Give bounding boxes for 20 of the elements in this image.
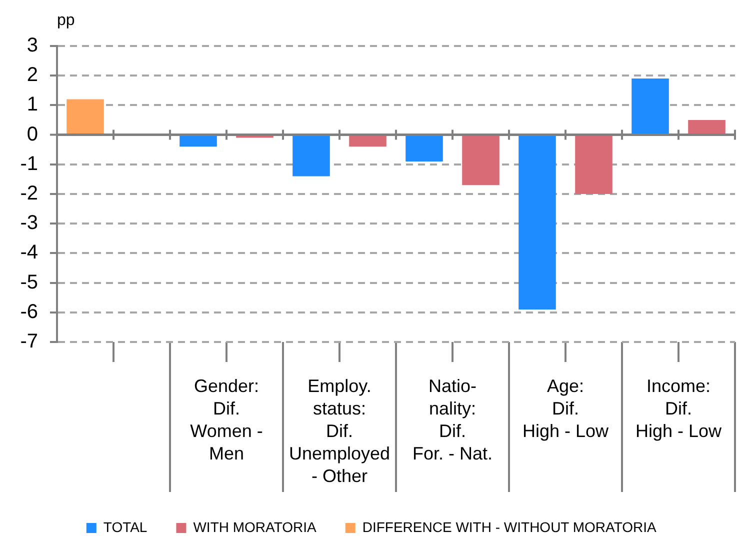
x-tick-label: Gender: Dif. Women - Men	[190, 376, 263, 464]
legend-label: DIFFERENCE WITH - WITHOUT MORATORIA	[362, 518, 658, 535]
x-tick-label: Age: Dif. High - Low	[522, 376, 610, 442]
y-tick-label: -3	[20, 212, 38, 234]
y-tick-label: -6	[20, 300, 38, 323]
legend-label: TOTAL	[103, 518, 148, 535]
x-tick-label: Natio- nality: Dif. For. - Nat.	[412, 376, 493, 464]
y-tick-label: -5	[20, 271, 38, 294]
x-tick-label: Employ. status: Dif. Unemployed - Other	[288, 376, 390, 486]
y-tick-label: 1	[26, 94, 38, 116]
y-tick-label: 3	[26, 34, 38, 57]
x-tick-label: Income: Dif. High - Low	[635, 376, 723, 442]
y-tick-label: 2	[26, 64, 38, 86]
y-axis-title: pp	[57, 12, 75, 29]
legend-label: WITH MORATORIA	[193, 518, 318, 535]
y-tick-label: -4	[20, 242, 38, 264]
y-tick-label: -7	[20, 330, 38, 353]
y-tick-label: 0	[26, 123, 38, 146]
y-tick-label: -2	[20, 182, 38, 205]
y-tick-label: -1	[20, 152, 38, 175]
